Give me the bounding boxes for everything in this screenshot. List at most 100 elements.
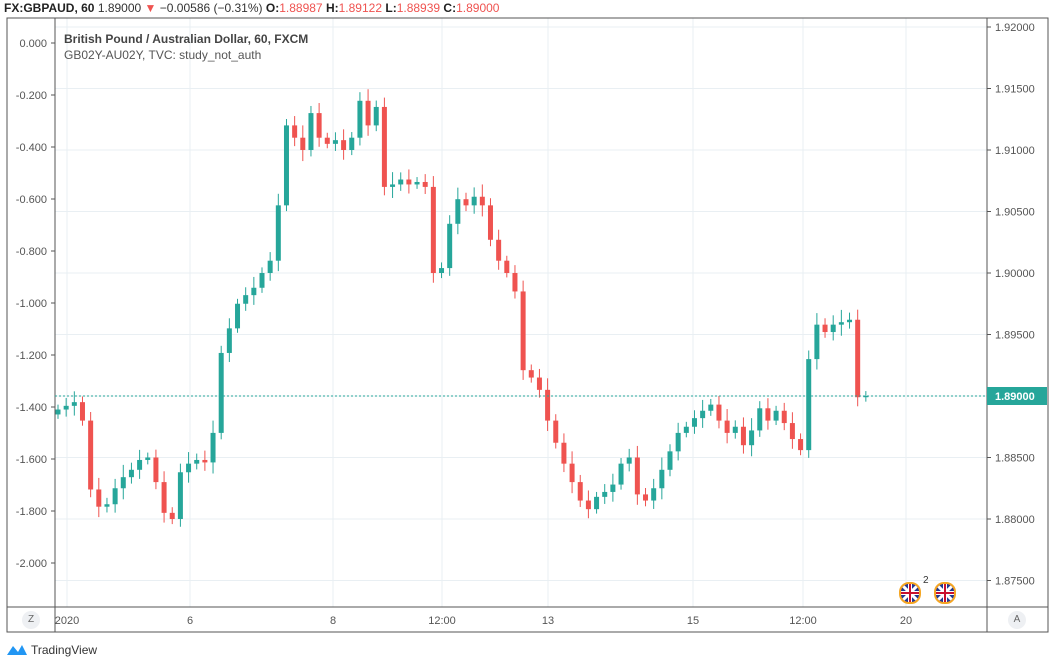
candle-body: [577, 482, 583, 501]
zoom-reset-button[interactable]: Z: [22, 611, 40, 629]
candle: [447, 215, 453, 276]
last-price: 1.89000: [97, 1, 142, 15]
candle-body: [487, 205, 493, 240]
candle-body: [847, 319, 853, 323]
uk-flag-event-icon[interactable]: [934, 582, 956, 604]
candle-body: [675, 432, 681, 452]
candle: [308, 105, 314, 157]
candle: [275, 193, 281, 272]
candle: [838, 309, 844, 336]
close-label: C:: [443, 1, 457, 15]
study-tick-label: -2.000: [16, 558, 47, 570]
candle-body: [365, 100, 371, 126]
candle-body: [381, 106, 387, 187]
study-tick-label: -1.600: [16, 454, 47, 466]
candle-body: [177, 472, 183, 519]
candle: [79, 396, 85, 426]
candle: [153, 449, 159, 490]
candle-body: [308, 113, 314, 150]
candle-body: [561, 442, 567, 464]
candle: [822, 318, 828, 338]
candle: [765, 398, 771, 430]
candle: [471, 187, 477, 214]
candle: [553, 414, 559, 449]
candle-body: [226, 328, 232, 353]
price-tick-label: 1.90500: [995, 207, 1035, 219]
candle: [128, 462, 134, 484]
study-tick-label: -0.800: [16, 246, 47, 258]
candle-body: [520, 291, 526, 371]
candle: [487, 198, 493, 247]
candle: [830, 315, 836, 341]
study-tick-label: 0.000: [19, 38, 47, 50]
candle-body: [463, 199, 469, 206]
candle: [120, 464, 126, 500]
candle: [716, 396, 722, 429]
candle: [365, 89, 371, 136]
candle: [863, 391, 869, 402]
candle: [757, 401, 763, 437]
candle: [259, 267, 265, 293]
candle-body: [585, 500, 591, 510]
candle-body: [88, 420, 94, 490]
candle-body: [602, 491, 608, 497]
candle: [691, 410, 697, 434]
candle-body: [455, 199, 461, 224]
price-tick-label: 1.90000: [995, 268, 1035, 280]
candle-body: [716, 404, 722, 421]
study-tick-label: -0.600: [16, 194, 47, 206]
candle: [855, 309, 861, 407]
candle-body: [194, 459, 200, 464]
candle: [496, 229, 502, 270]
time-tick-label: 12:00: [789, 615, 817, 627]
open-label: O:: [265, 1, 280, 15]
candle: [789, 412, 795, 449]
high-value: 1.89122: [338, 1, 383, 15]
candle: [316, 103, 322, 147]
candle-body: [659, 469, 665, 489]
candle: [88, 411, 94, 498]
candle: [504, 255, 510, 278]
candle-body: [822, 324, 828, 333]
candle: [585, 490, 591, 519]
candle-body: [210, 432, 216, 463]
legend-study: GB02Y-AU02Y, TVC: study_not_auth: [64, 48, 262, 62]
candle-body: [120, 477, 126, 489]
candle-body: [267, 260, 273, 273]
candle-body: [781, 410, 787, 424]
candle-body: [651, 488, 657, 501]
candle-body: [153, 457, 159, 483]
candle: [700, 399, 706, 428]
price-tick-label: 1.87500: [995, 576, 1035, 588]
price-tick-label: 1.88500: [995, 453, 1035, 465]
candle: [55, 404, 61, 419]
symbol-name: FX:GBPAUD, 60: [4, 1, 95, 15]
candle-body: [724, 420, 730, 433]
candle: [798, 433, 804, 456]
candle-body: [430, 186, 436, 273]
candle-body: [789, 423, 795, 440]
price-change: −0.00586 (−0.31%): [159, 1, 263, 15]
auto-scale-button[interactable]: A: [1008, 611, 1026, 629]
candle: [161, 471, 167, 523]
candle: [667, 444, 673, 477]
uk-flag-event-icon[interactable]: [899, 582, 921, 604]
price-tick-label: 1.88000: [995, 514, 1035, 526]
last-price-badge: [987, 387, 1047, 405]
symbol-header: FX:GBPAUD, 60 1.89000 ▼ −0.00586 (−0.31%…: [4, 1, 499, 15]
candle: [63, 397, 69, 417]
candle: [390, 172, 396, 198]
candle-body: [708, 404, 714, 411]
candle: [373, 100, 379, 132]
candle-body: [545, 389, 551, 421]
candle: [357, 92, 363, 146]
candle-body: [324, 137, 330, 144]
candle-body: [471, 196, 477, 206]
candle: [643, 488, 649, 507]
candle: [267, 252, 273, 281]
tradingview-logo[interactable]: TradingView: [6, 643, 97, 657]
candle: [602, 484, 608, 504]
candle: [283, 119, 289, 212]
candle: [749, 418, 755, 457]
